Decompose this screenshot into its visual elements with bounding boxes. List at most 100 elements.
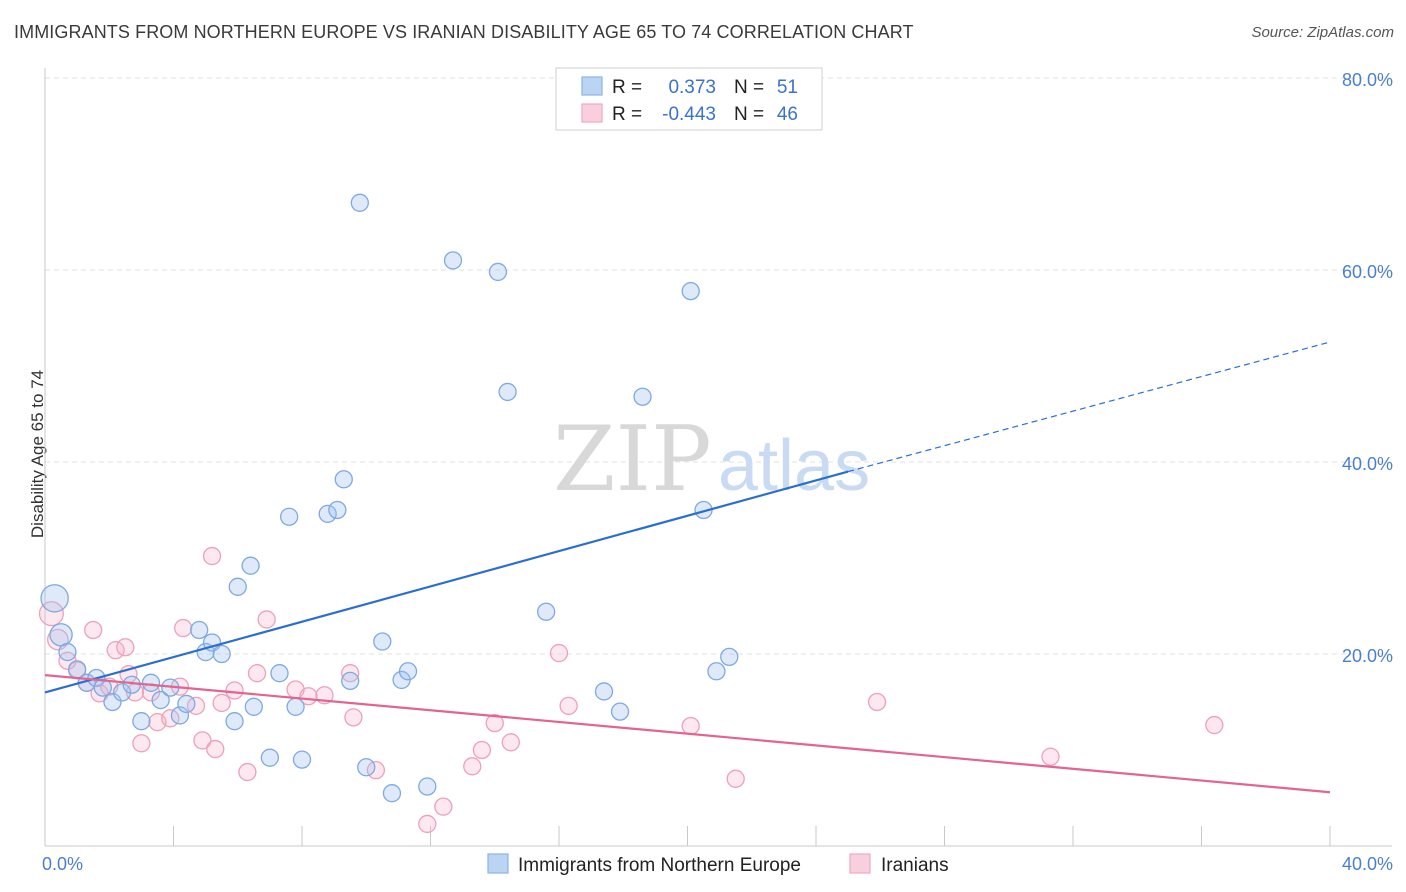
legend-r-value-1: -0.443 <box>662 104 716 125</box>
bottom-legend-label-0: Immigrants from Northern Europe <box>518 855 801 876</box>
iranians-point <box>549 643 569 663</box>
northern-europe-trend-extension <box>847 341 1331 473</box>
iranians-point <box>238 762 257 782</box>
northern-europe-point <box>418 777 437 796</box>
northern-europe-point <box>720 647 739 667</box>
watermark-zip: ZIP <box>553 407 712 512</box>
northern-europe-point <box>633 387 652 406</box>
iranians-point <box>867 692 887 712</box>
iranians-point <box>212 693 231 713</box>
iranians-point <box>206 739 225 759</box>
source-note: Source: ZipAtlas.com <box>1251 24 1394 41</box>
iranians-point <box>247 664 267 683</box>
northern-europe-point <box>357 758 376 777</box>
northern-europe-point <box>398 662 418 681</box>
legend-n-value-0: 51 <box>777 77 798 98</box>
northern-europe-point <box>373 632 392 651</box>
bottom-legend-swatch-pink <box>849 853 871 874</box>
watermark: ZIP atlas <box>553 407 870 512</box>
iranians-point <box>501 733 520 752</box>
iranians-point <box>341 664 360 683</box>
chart-title: IMMIGRANTS FROM NORTHERN EUROPE VS IRANI… <box>14 22 914 42</box>
iranians-point <box>202 546 222 566</box>
northern-europe-point <box>177 694 196 714</box>
iranians-point <box>485 713 504 733</box>
northern-europe-point <box>170 706 190 725</box>
northern-europe-point <box>537 602 556 621</box>
northern-europe-point <box>318 504 337 523</box>
x-tick-label: 0.0% <box>42 854 83 874</box>
series-legend: Immigrants from Northern Europe Iranians <box>487 853 949 876</box>
northern-europe-point <box>488 262 508 282</box>
northern-europe-point <box>93 678 112 697</box>
northern-europe-point <box>132 712 151 731</box>
northern-europe-point <box>292 750 312 769</box>
iranians-point <box>472 740 492 760</box>
trend-lines <box>44 341 1331 794</box>
legend-r-label-0: R = <box>612 77 642 98</box>
iranians-point <box>84 620 103 640</box>
northern-europe-point <box>212 644 231 664</box>
iranians-point <box>344 708 363 727</box>
northern-europe-point <box>260 748 280 767</box>
northern-europe-point <box>498 382 517 402</box>
x-tick-labels: 0.0% 40.0% <box>42 854 1393 874</box>
y-tick-label: 60.0% <box>1342 262 1393 282</box>
legend-n-label-1: N = <box>734 104 764 125</box>
iranians-point <box>132 734 151 753</box>
northern-europe-point <box>341 671 360 691</box>
x-tick-label: 40.0% <box>1342 854 1393 874</box>
northern-europe-point <box>334 470 353 489</box>
iranians-point <box>90 684 109 703</box>
iranians-point <box>173 618 193 638</box>
northern-europe-point <box>328 500 347 520</box>
y-tick-label: 40.0% <box>1342 454 1393 474</box>
northern-europe-point <box>112 683 132 702</box>
northern-europe-point <box>594 682 614 701</box>
northern-europe-point <box>122 675 141 694</box>
legend-n-value-1: 46 <box>777 104 798 125</box>
iranians-point <box>434 797 453 816</box>
northern-europe-point <box>190 620 209 640</box>
watermark-atlas: atlas <box>718 426 870 506</box>
legend-swatch-blue <box>581 76 603 96</box>
iranians-point <box>559 696 578 715</box>
iranians-trend-line <box>44 674 1331 794</box>
y-tick-label: 80.0% <box>1342 70 1393 90</box>
northern-europe-point <box>286 697 305 716</box>
iranians-point <box>193 731 212 750</box>
iranians-point <box>116 638 135 657</box>
northern-europe-point <box>350 193 369 212</box>
iranians-point <box>1205 715 1224 735</box>
northern-europe-point <box>228 577 247 596</box>
iranians-point <box>681 716 700 736</box>
northern-europe-point <box>151 690 170 710</box>
y-tick-label: 20.0% <box>1342 646 1393 666</box>
iranians-point <box>257 610 276 629</box>
northern-europe-points <box>40 193 739 803</box>
correlation-legend: R = 0.373 N = 51 R = -0.443 N = 46 <box>555 67 823 131</box>
iranians-point <box>418 814 437 834</box>
northern-europe-point <box>610 702 630 721</box>
northern-europe-trend-line <box>44 470 849 694</box>
iranians-point <box>1041 747 1060 766</box>
legend-n-label-0: N = <box>734 77 764 98</box>
northern-europe-point <box>225 712 244 731</box>
northern-europe-point <box>707 662 726 681</box>
iranians-point <box>463 757 482 776</box>
northern-europe-point <box>49 623 73 647</box>
bottom-legend-label-1: Iranians <box>881 855 949 876</box>
northern-europe-point <box>244 697 263 716</box>
axes <box>44 68 1392 847</box>
northern-europe-point <box>443 251 463 270</box>
northern-europe-point <box>141 673 161 692</box>
iranians-point <box>726 769 745 788</box>
northern-europe-point <box>40 584 69 613</box>
northern-europe-point <box>270 664 289 683</box>
northern-europe-point <box>103 692 122 712</box>
northern-europe-point <box>241 556 260 575</box>
northern-europe-point <box>681 281 700 301</box>
northern-europe-point <box>58 642 77 662</box>
legend-swatch-pink <box>581 103 603 123</box>
